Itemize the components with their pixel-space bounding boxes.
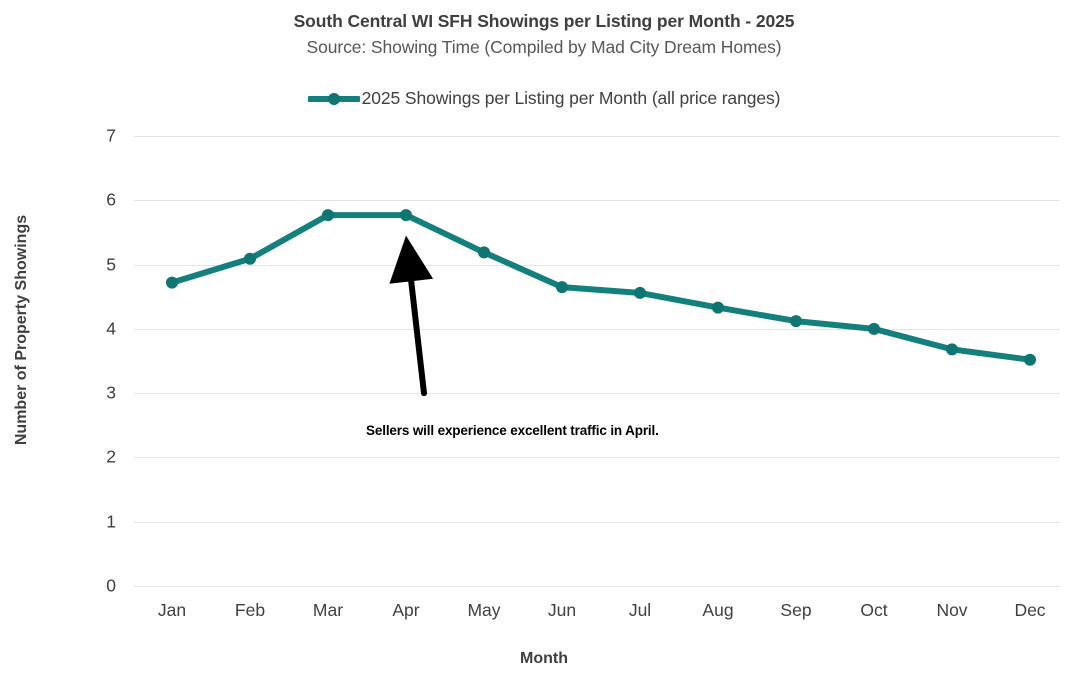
x-axis-tick-label: Nov [936, 600, 968, 620]
x-axis-tick-label: Sep [780, 600, 812, 620]
annotation-caption: Sellers will experience excellent traffi… [366, 423, 659, 438]
chart-legend: 2025 Showings per Listing per Month (all… [0, 88, 1088, 109]
data-point-marker[interactable] [1024, 353, 1036, 366]
data-point-marker[interactable] [400, 209, 412, 222]
y-axis-tick-label: 5 [106, 254, 116, 275]
y-axis-tick-label: 7 [106, 125, 116, 146]
y-axis-tick-label: 2 [106, 446, 116, 467]
x-axis-tick-label: Oct [860, 600, 888, 620]
chart-title-block: South Central WI SFH Showings per Listin… [0, 8, 1088, 61]
data-point-marker[interactable] [868, 322, 880, 335]
data-point-marker[interactable] [478, 246, 490, 259]
gridline [134, 586, 1060, 587]
plot-area [134, 136, 1060, 587]
x-axis-tick-label: Jun [547, 600, 577, 620]
gridline [134, 393, 1060, 395]
data-point-marker[interactable] [712, 301, 724, 314]
y-axis-tick-label: 0 [106, 575, 116, 596]
x-axis-tick-label: Jan [157, 600, 187, 620]
data-point-marker[interactable] [634, 286, 646, 299]
y-axis-tick-label: 6 [106, 189, 116, 210]
x-axis-tick-label: May [467, 600, 501, 620]
y-axis-title-text: Number of Property Showings [13, 214, 30, 445]
x-axis-tick-label: Mar [312, 600, 344, 620]
y-axis-tick-label: 1 [106, 511, 116, 532]
gridline [134, 521, 1060, 523]
gridline [134, 136, 1060, 137]
x-axis-tick-label: Apr [392, 600, 420, 620]
data-point-marker[interactable] [166, 276, 178, 289]
x-axis-tick-label: Dec [1014, 600, 1046, 620]
data-point-marker[interactable] [790, 315, 802, 328]
data-point-marker[interactable] [946, 343, 958, 356]
annotation-arrow-shaft [408, 278, 427, 397]
legend-line-marker-icon [307, 90, 360, 108]
gridline [134, 264, 1060, 266]
legend-item-2025-showings[interactable]: 2025 Showings per Listing per Month (all… [307, 88, 781, 109]
gridline [134, 457, 1060, 459]
gridline [134, 328, 1060, 330]
data-point-marker[interactable] [322, 209, 334, 222]
x-axis-title: Month [520, 650, 568, 667]
data-point-marker[interactable] [556, 281, 568, 294]
x-axis-tick-label: Jul [628, 600, 652, 620]
annotation-arrow-head [389, 235, 434, 284]
legend-item-label: 2025 Showings per Listing per Month (all… [361, 88, 781, 108]
x-axis-tick-label: Feb [234, 600, 266, 620]
annotation-arrow-layer [389, 235, 434, 397]
y-axis-tick-label: 4 [106, 318, 116, 339]
gridline [134, 200, 1060, 202]
y-axis-tick-label: 3 [106, 382, 116, 403]
series-layer [166, 209, 1036, 366]
series-line [169, 212, 1033, 363]
x-axis-tick-label: Aug [702, 600, 734, 620]
chart-title: South Central WI SFH Showings per Listin… [293, 11, 795, 31]
data-point-marker[interactable] [244, 252, 256, 265]
chart-subtitle: Source: Showing Time (Compiled by Mad Ci… [306, 37, 782, 57]
